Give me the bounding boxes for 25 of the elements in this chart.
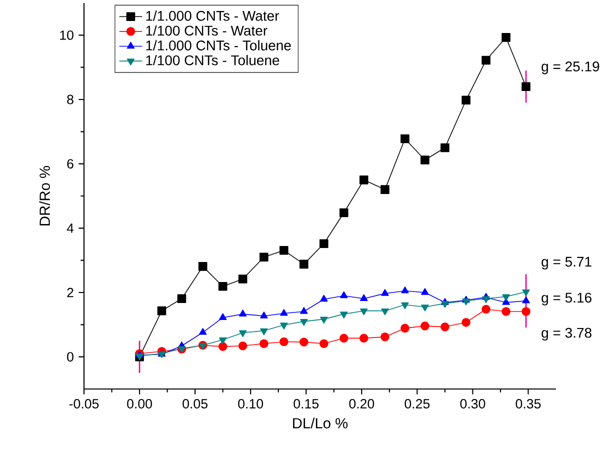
- y-tick-label: 4: [66, 224, 74, 233]
- x-tick-label: -0.05: [69, 399, 99, 408]
- x-tick-label: 0.05: [182, 399, 208, 408]
- annotation: g = 5.16: [542, 292, 592, 306]
- x-tick-label: 0.30: [460, 399, 486, 408]
- annotation: g = 3.78: [542, 328, 592, 341]
- x-axis-title: DL/Lo %: [293, 418, 348, 428]
- y-tick-label: 8: [67, 94, 74, 104]
- legend-label: 1/100 CNTs - Water: [146, 25, 268, 36]
- annotation: g = 5.71: [542, 256, 592, 270]
- annotation: g = 25.19: [542, 62, 600, 74]
- legend-label: 1/1.000 CNTs - Toluene: [146, 40, 291, 50]
- y-tick-label: 6: [67, 159, 74, 169]
- x-tick-label: 0.35: [516, 399, 541, 408]
- y-tick-label: 10: [60, 30, 74, 40]
- y-tick-label: 2: [67, 288, 74, 298]
- x-tick-label: 0.20: [349, 399, 374, 408]
- x-tick-label: 0.10: [238, 399, 264, 408]
- y-tick-label: 0: [67, 352, 74, 362]
- y-axis-title: DR/Ro %: [39, 166, 50, 226]
- x-tick-label: 0.00: [127, 399, 152, 408]
- x-tick-label: 0.25: [404, 399, 430, 408]
- legend-label: 1/100 CNTs - Toluene: [146, 54, 280, 66]
- legend-label: 1/1.000 CNTs - Water: [146, 10, 280, 21]
- x-tick-label: 0.15: [294, 399, 319, 408]
